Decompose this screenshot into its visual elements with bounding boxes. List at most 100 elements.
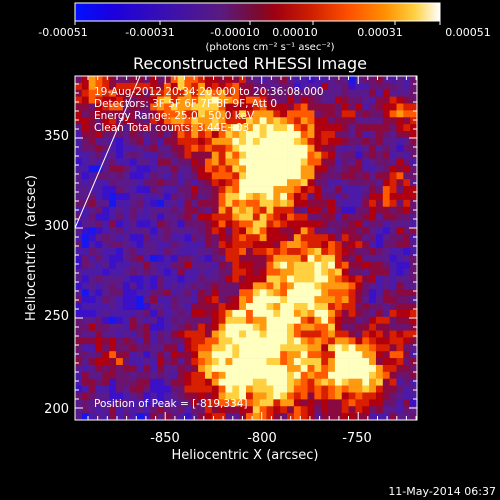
image-pixel <box>122 213 131 221</box>
image-pixel <box>191 186 199 194</box>
image-pixel <box>232 186 240 194</box>
image-pixel <box>150 199 158 208</box>
image-pixel <box>184 344 192 352</box>
image-pixel <box>129 392 137 400</box>
image-pixel <box>239 82 247 91</box>
image-pixel <box>136 213 144 221</box>
image-pixel <box>122 399 131 407</box>
image-pixel <box>314 268 322 276</box>
image-pixel <box>389 117 397 125</box>
image-pixel <box>287 337 295 345</box>
image-pixel <box>300 206 308 214</box>
image-pixel <box>170 254 178 263</box>
image-pixel <box>81 248 89 256</box>
image-pixel <box>273 282 281 290</box>
image-pixel <box>334 117 343 125</box>
image-pixel <box>204 192 213 201</box>
image-pixel <box>191 358 199 366</box>
image-pixel <box>88 179 96 187</box>
image-pixel <box>362 268 370 276</box>
image-pixel <box>163 131 172 139</box>
image-pixel <box>396 192 404 201</box>
image-pixel <box>355 213 363 221</box>
image-pixel <box>287 303 295 311</box>
image-pixel <box>328 103 336 111</box>
image-pixel <box>321 413 329 420</box>
image-pixel <box>410 406 417 414</box>
image-pixel <box>129 316 137 324</box>
image-pixel <box>348 371 356 380</box>
image-pixel <box>334 213 343 221</box>
image-pixel <box>293 282 302 290</box>
image-pixel <box>184 206 192 214</box>
image-pixel <box>321 296 329 304</box>
image-pixel <box>157 268 165 276</box>
image-pixel <box>116 303 124 311</box>
image-pixel <box>266 275 274 283</box>
image-pixel <box>122 117 131 125</box>
image-pixel <box>136 358 144 366</box>
image-pixel <box>280 124 288 132</box>
image-pixel <box>287 199 295 208</box>
image-pixel <box>225 309 233 318</box>
image-pixel <box>314 165 322 173</box>
image-pixel <box>204 131 213 139</box>
image-pixel <box>136 344 144 352</box>
image-pixel <box>122 371 131 380</box>
image-pixel <box>266 378 274 386</box>
image-pixel <box>102 206 110 214</box>
image-pixel <box>150 323 158 331</box>
image-pixel <box>396 282 404 290</box>
image-pixel <box>129 206 137 214</box>
image-pixel <box>321 103 329 111</box>
image-pixel <box>410 413 417 420</box>
image-pixel <box>246 330 254 338</box>
image-pixel <box>163 268 172 276</box>
image-pixel <box>293 89 302 97</box>
image-pixel <box>232 296 240 304</box>
image-pixel <box>246 282 254 290</box>
image-pixel <box>102 316 110 324</box>
image-pixel <box>348 76 356 84</box>
image-pixel <box>232 406 240 414</box>
image-pixel <box>266 144 274 152</box>
image-pixel <box>375 76 384 84</box>
image-pixel <box>328 76 336 84</box>
image-pixel <box>81 165 89 173</box>
image-pixel <box>198 137 206 146</box>
image-pixel <box>225 220 233 228</box>
image-pixel <box>273 206 281 214</box>
image-pixel <box>150 399 158 407</box>
image-pixel <box>239 399 247 407</box>
image-pixel <box>355 103 363 111</box>
image-pixel <box>410 275 417 283</box>
image-pixel <box>204 103 213 111</box>
image-pixel <box>314 117 322 125</box>
image-pixel <box>116 206 124 214</box>
image-pixel <box>198 323 206 331</box>
image-pixel <box>75 192 83 201</box>
image-pixel <box>403 344 411 352</box>
image-pixel <box>362 186 370 194</box>
peak-annotation: Position of Peak = [-819,334] <box>94 398 248 410</box>
image-pixel <box>157 385 165 393</box>
image-pixel <box>307 275 315 283</box>
image-pixel <box>204 206 213 214</box>
image-pixel <box>273 351 281 359</box>
image-pixel <box>150 227 158 235</box>
image-pixel <box>396 392 404 400</box>
image-pixel <box>369 206 377 214</box>
image-pixel <box>410 268 417 276</box>
image-pixel <box>287 172 295 180</box>
image-pixel <box>88 76 96 84</box>
image-pixel <box>75 144 83 152</box>
image-pixel <box>403 144 411 152</box>
image-pixel <box>211 220 219 228</box>
image-pixel <box>239 282 247 290</box>
image-pixel <box>75 364 83 373</box>
image-pixel <box>396 76 404 84</box>
image-pixel <box>75 158 83 166</box>
image-pixel <box>375 137 384 146</box>
image-pixel <box>293 268 302 276</box>
image-pixel <box>198 206 206 214</box>
